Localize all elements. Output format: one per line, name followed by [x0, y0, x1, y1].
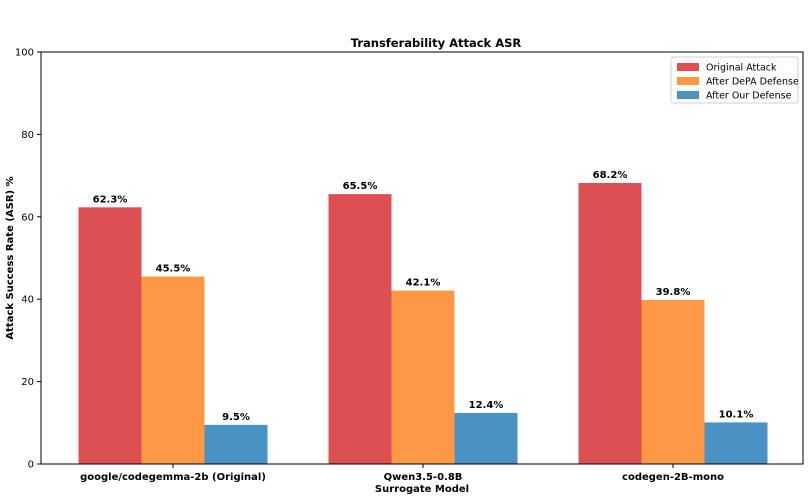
legend: Original Attack After DePA Defense After O…	[670, 56, 799, 104]
bar-value-label: 45.5%	[156, 264, 191, 275]
bar-value-label: 62.3%	[93, 194, 128, 205]
bar-value-label: 39.8%	[656, 287, 691, 298]
bar	[704, 422, 768, 464]
plot-frame	[40, 51, 804, 465]
legend-box	[670, 56, 799, 104]
x-tick-label: Qwen3.5-0.8B	[384, 472, 463, 483]
legend-swatch	[677, 63, 699, 71]
y-tick-label: 60	[21, 212, 34, 223]
bar-value-label: 68.2%	[593, 170, 628, 181]
bar	[454, 412, 518, 464]
legend-label: After Our Defense	[706, 91, 792, 102]
y-tick-label: 40	[21, 295, 34, 306]
y-axis-title: Attack Success Rate (ASR) %	[5, 176, 16, 339]
x-axis: google/codegemma-2b (Original) Qwen3.5-0.…	[80, 464, 724, 483]
bar	[578, 183, 642, 465]
x-tick-label: google/codegemma-2b (Original)	[80, 472, 266, 483]
x-axis-title: Surrogate Model	[375, 484, 469, 495]
bar	[78, 207, 142, 464]
y-axis: 0 20 40 60 80 100	[15, 48, 41, 471]
bar	[328, 194, 392, 464]
bar-value-label: 9.5%	[222, 412, 250, 423]
legend-swatch	[677, 77, 699, 85]
chart-title: Transferability Attack ASR	[351, 36, 522, 50]
y-tick-label: 100	[15, 48, 34, 59]
bar-value-label: 12.4%	[469, 400, 504, 411]
y-tick-label: 0	[28, 460, 34, 471]
bar	[391, 290, 455, 464]
bar-value-label: 10.1%	[719, 409, 754, 420]
legend-label: Original Attack	[706, 63, 777, 74]
bar-value-label: 65.5%	[343, 181, 378, 192]
legend-label: After DePA Defense	[706, 77, 799, 88]
bar	[141, 276, 205, 464]
bar-value-label: 42.1%	[406, 278, 441, 289]
legend-swatch	[677, 91, 699, 99]
x-tick-label: codegen-2B-mono	[622, 472, 724, 483]
bar	[641, 300, 705, 464]
y-tick-label: 80	[21, 130, 34, 141]
y-tick-label: 20	[21, 377, 34, 388]
bar	[204, 424, 268, 464]
plot-area: 62.3% 45.5% 9.5% 65.5% 42.1% 12.4% 68.2% 39.8% 1…	[78, 170, 768, 465]
